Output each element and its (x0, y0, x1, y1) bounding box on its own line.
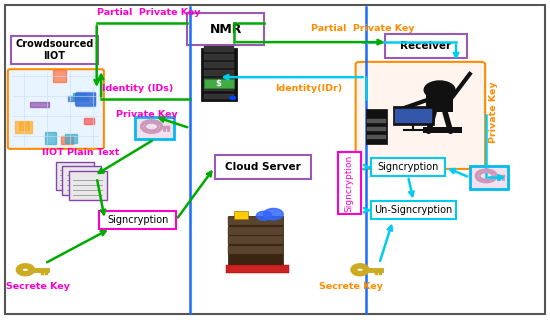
Text: Crowdsourced
IIOT: Crowdsourced IIOT (15, 39, 94, 61)
Bar (10, 36, 98, 64)
Bar (228, 216, 283, 270)
FancyBboxPatch shape (8, 69, 104, 149)
Bar (371, 158, 445, 176)
Text: Cloud Server: Cloud Server (225, 162, 300, 172)
Bar (393, 106, 434, 125)
Bar (204, 86, 234, 92)
Text: Identity (IDs): Identity (IDs) (102, 84, 174, 93)
Text: Partial  Private Key: Partial Private Key (97, 8, 200, 17)
Text: Receiver: Receiver (400, 41, 452, 51)
Bar (204, 62, 234, 68)
Bar (30, 102, 49, 107)
Bar (367, 134, 386, 139)
Bar (187, 13, 264, 45)
Bar (470, 166, 508, 189)
Circle shape (230, 96, 235, 100)
Circle shape (256, 211, 272, 220)
FancyBboxPatch shape (356, 62, 485, 169)
Bar (69, 171, 107, 200)
Text: IIOT Plain Text: IIOT Plain Text (42, 148, 119, 157)
Text: NMR: NMR (210, 23, 242, 36)
Bar (426, 92, 453, 112)
Bar (367, 119, 386, 123)
Bar (62, 166, 101, 195)
Bar (100, 211, 176, 228)
Bar (135, 117, 173, 139)
Bar (204, 70, 234, 76)
Bar (226, 265, 289, 273)
Text: Private Key: Private Key (489, 81, 498, 143)
Text: Signcryption: Signcryption (377, 162, 439, 172)
Text: Private Key: Private Key (116, 110, 178, 119)
Bar (65, 134, 77, 143)
Bar (53, 70, 67, 82)
Text: $: $ (216, 79, 222, 88)
Bar (204, 79, 234, 88)
Bar (384, 34, 467, 58)
Text: Secrete Key: Secrete Key (319, 282, 383, 291)
Bar (228, 246, 283, 254)
Circle shape (424, 81, 455, 99)
Bar (204, 78, 234, 84)
Bar (19, 122, 29, 131)
Bar (204, 54, 234, 60)
Bar (45, 132, 56, 144)
Bar (73, 93, 86, 100)
Bar (371, 201, 456, 219)
Text: Signcryption: Signcryption (107, 215, 168, 225)
Bar (84, 118, 94, 124)
Bar (395, 109, 432, 123)
Bar (338, 152, 361, 214)
Bar (76, 92, 95, 106)
Text: Partial  Private Key: Partial Private Key (311, 24, 414, 33)
Bar (228, 236, 283, 244)
Bar (367, 126, 386, 131)
Text: Secrete Key: Secrete Key (6, 282, 70, 291)
Bar (234, 211, 248, 219)
Text: Identity(IDr): Identity(IDr) (275, 84, 342, 93)
Bar (366, 109, 387, 144)
Bar (75, 93, 95, 105)
Text: Un-Signcryption: Un-Signcryption (375, 205, 453, 215)
Bar (15, 121, 32, 133)
Bar (201, 49, 236, 101)
Bar (68, 96, 89, 101)
Bar (60, 136, 73, 144)
Bar (204, 94, 234, 100)
Bar (204, 46, 234, 52)
Bar (228, 227, 283, 235)
Bar (423, 126, 461, 133)
Bar (56, 162, 94, 190)
Text: Signcryption: Signcryption (344, 155, 354, 212)
Circle shape (263, 208, 283, 220)
Bar (214, 155, 311, 179)
Bar (228, 217, 283, 225)
